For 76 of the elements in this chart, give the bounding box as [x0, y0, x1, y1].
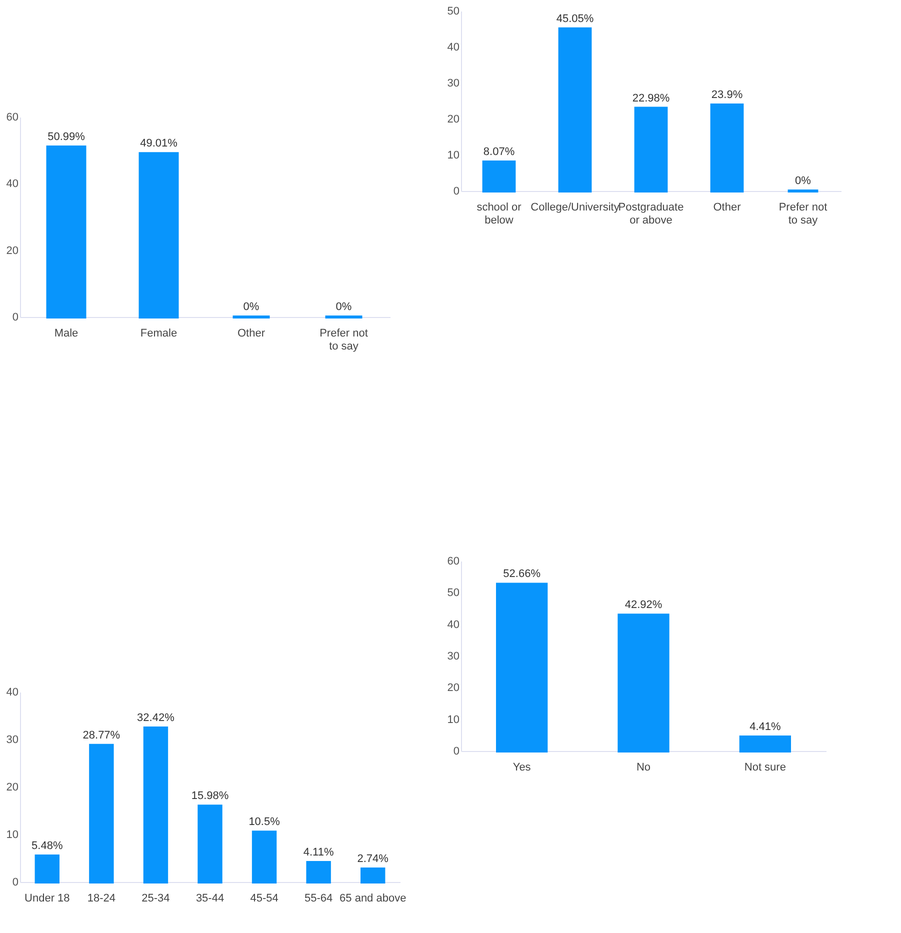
data-label: 32.42%	[137, 712, 175, 724]
bar	[138, 152, 179, 318]
x-tick-label: Not sure	[744, 762, 786, 774]
y-tick-label: 60	[6, 112, 18, 124]
data-label: 0%	[336, 301, 352, 313]
bar	[618, 614, 670, 752]
y-tick-label: 0	[453, 186, 460, 198]
bar	[558, 27, 592, 192]
data-label: 5.48%	[32, 840, 63, 852]
y-tick-label: 10	[447, 150, 460, 162]
x-tick-label: 35-44	[196, 892, 224, 904]
y-tick-label: 40	[6, 686, 18, 698]
x-tick-label: 65 and above	[340, 892, 406, 904]
x-tick-label: school or below	[476, 202, 522, 226]
bar	[482, 160, 516, 192]
data-label: 4.11%	[303, 846, 334, 858]
y-tick-label: 20	[6, 782, 18, 794]
data-label: 49.01%	[140, 138, 178, 150]
bar	[306, 860, 331, 884]
data-label: 50.99%	[48, 131, 86, 144]
y-tick-label: 30	[447, 650, 460, 662]
y-tick-label: 50	[447, 6, 460, 18]
y-tick-label: 20	[6, 244, 18, 257]
y-tick-label: 20	[447, 114, 460, 126]
y-tick-label: 0	[12, 312, 18, 324]
data-label: 28.77%	[82, 729, 120, 742]
y-tick-label: 30	[447, 78, 460, 90]
x-tick-label: Male	[54, 328, 78, 340]
bar	[252, 830, 277, 884]
y-tick-label: 20	[447, 682, 460, 694]
bar	[739, 736, 791, 752]
x-tick-label: Prefer not to say	[320, 328, 368, 352]
bar	[89, 744, 114, 884]
y-tick-label: 40	[447, 618, 460, 631]
data-label: 8.07%	[483, 146, 515, 158]
bar	[198, 804, 222, 884]
bar	[360, 867, 386, 884]
y-tick-label: 30	[6, 734, 18, 746]
x-tick-label: College/University	[530, 202, 620, 214]
bar	[710, 103, 744, 192]
data-label: 42.92%	[624, 599, 662, 612]
x-tick-label: 55-64	[304, 892, 333, 904]
bar	[634, 106, 668, 192]
bar	[46, 146, 86, 318]
x-tick-label: Other	[713, 202, 742, 214]
x-tick-label: 18-24	[87, 892, 116, 904]
x-tick-label: Other	[237, 328, 266, 340]
data-label: 15.98%	[191, 790, 229, 802]
data-label: 45.05%	[556, 12, 594, 25]
y-tick-label: 10	[6, 829, 18, 841]
bar	[496, 582, 548, 752]
data-label: 0%	[795, 175, 812, 187]
x-tick-label: Yes	[512, 762, 532, 774]
y-tick-label: 50	[447, 587, 460, 600]
x-tick-label: Under 18	[24, 892, 70, 904]
y-tick-label: 0	[12, 876, 18, 888]
data-label: 10.5%	[248, 816, 280, 828]
data-label: 2.74%	[357, 852, 389, 865]
y-tick-label: 60	[447, 556, 460, 568]
y-tick-label: 0	[453, 746, 460, 758]
x-tick-label: 45-54	[250, 892, 278, 904]
bar	[34, 854, 60, 884]
y-tick-label: 10	[447, 714, 460, 726]
data-label: 52.66%	[503, 568, 541, 580]
bar	[143, 726, 168, 884]
x-tick-label: Female	[140, 328, 178, 340]
x-tick-label: No	[636, 762, 651, 774]
data-label: 22.98%	[632, 92, 670, 104]
data-label: 0%	[243, 301, 260, 313]
data-label: 23.9%	[711, 88, 743, 101]
x-tick-label: Prefer not to say	[778, 202, 828, 226]
x-tick-label: Postgraduate or above	[618, 202, 684, 226]
y-tick-label: 40	[6, 178, 18, 190]
y-tick-label: 40	[447, 42, 460, 54]
x-tick-label: 25-34	[142, 892, 170, 904]
data-label: 4.41%	[750, 721, 781, 734]
